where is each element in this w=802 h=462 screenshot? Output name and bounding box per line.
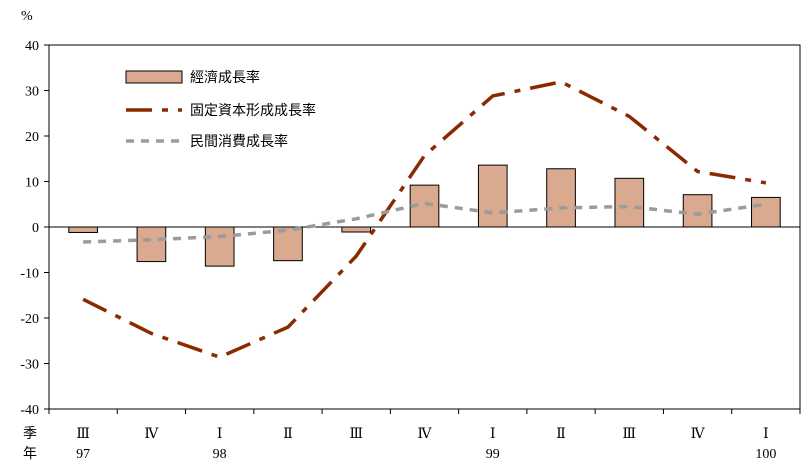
series-line [83,201,767,244]
year-label: 98 [213,447,227,462]
bar [204,226,235,267]
x-tick-label: Ⅳ [418,427,433,442]
y-tick-label: 40 [25,39,39,54]
series-line [82,80,767,359]
y-tick-label: 30 [25,85,39,100]
bar [614,177,645,228]
quarter-axis-title: 季 [23,426,37,442]
x-tick-label: Ⅲ [623,427,637,442]
bar [341,226,372,233]
x-tick-label: Ⅱ [283,427,293,442]
y-tick-label: -20 [20,312,39,327]
x-tick-label: Ⅰ [763,427,769,442]
legend-label: 民間消費成長率 [190,133,288,150]
bar [68,226,98,233]
x-tick-label: Ⅰ [217,427,223,442]
year-label: 97 [76,447,90,462]
x-tick-label: Ⅱ [556,427,566,442]
y-tick-label: 0 [32,221,39,236]
bar [136,226,167,263]
legend-label: 固定資本形成成長率 [190,102,316,119]
x-axis: Ⅲ 97 Ⅳ Ⅰ 98 Ⅱ Ⅲ Ⅳ Ⅰ 99 Ⅱ Ⅲ Ⅳ Ⅰ 100 [48,409,801,462]
x-tick-label: Ⅲ [76,427,90,442]
legend-label: 經濟成長率 [190,69,260,86]
x-tick-label: Ⅰ [490,427,496,442]
bar-series [68,164,781,267]
bar [546,168,576,228]
year-label: 99 [486,447,500,462]
bar [751,196,781,228]
x-tick-label: Ⅳ [691,427,706,442]
year-label: 100 [755,447,776,462]
y-tick-label: -40 [20,403,39,418]
line-series [82,80,767,359]
y-axis: -40 -30 -20 -10 0 10 20 30 40 [20,39,49,418]
x-tick-label: Ⅲ [349,427,363,442]
x-tick-label: Ⅳ [144,427,159,442]
y-tick-label: 10 [25,176,39,191]
bar [682,194,713,228]
year-axis-title: 年 [23,446,37,462]
y-tick-label: 20 [25,130,39,145]
y-unit-label: % [21,9,33,24]
bar [477,164,508,228]
legend-swatch [125,70,183,84]
y-tick-label: -30 [20,358,39,373]
y-tick-label: -10 [20,267,39,282]
